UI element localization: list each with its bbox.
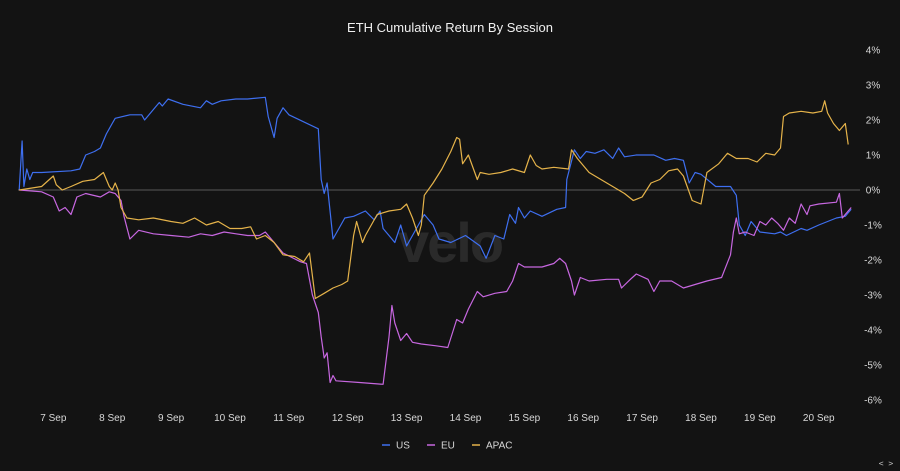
legend-label: EU (441, 441, 455, 452)
x-tick-label: 10 Sep (214, 413, 246, 424)
y-tick-label: -1% (864, 221, 882, 232)
y-tick-label: -3% (864, 291, 882, 302)
y-tick-label: 0% (866, 186, 881, 197)
x-tick-label: 19 Sep (744, 413, 776, 424)
series-line-eu (19, 189, 852, 385)
series-lines (18, 96, 852, 385)
x-tick-label: 9 Sep (158, 413, 185, 424)
legend-item-apac[interactable]: APAC (472, 441, 513, 452)
scroll-arrows-icon[interactable]: < > (879, 459, 894, 468)
x-axis-ticks: 7 Sep 8 Sep 9 Sep 10 Sep 11 Sep 12 Sep 13 Sep 1… (40, 413, 835, 424)
y-tick-label: 1% (866, 151, 881, 162)
legend-label: APAC (486, 441, 513, 452)
series-line-us (18, 96, 852, 259)
series-line-apac (19, 100, 849, 300)
legend-item-us[interactable]: US (382, 441, 410, 452)
y-tick-label: -5% (864, 361, 882, 372)
x-tick-label: 7 Sep (40, 413, 67, 424)
y-tick-label: 3% (866, 81, 881, 92)
chart-legend[interactable]: US EU APAC (382, 441, 513, 452)
x-tick-label: 13 Sep (391, 413, 423, 424)
y-tick-label: 4% (866, 46, 881, 57)
x-tick-label: 18 Sep (685, 413, 717, 424)
y-tick-label: -2% (864, 256, 882, 267)
x-tick-label: 20 Sep (803, 413, 835, 424)
y-tick-label: -4% (864, 326, 882, 337)
x-tick-label: 15 Sep (509, 413, 541, 424)
legend-item-eu[interactable]: EU (427, 441, 455, 452)
y-axis-ticks: 4% 3% 2% 1% 0% -1% -2% -3% -4% -5% -6% (864, 46, 882, 407)
x-tick-label: 16 Sep (567, 413, 599, 424)
x-tick-label: 12 Sep (332, 413, 364, 424)
x-tick-label: 17 Sep (626, 413, 658, 424)
x-tick-label: 11 Sep (273, 413, 304, 424)
x-tick-label: 14 Sep (450, 413, 482, 424)
legend-label: US (396, 441, 410, 452)
y-tick-label: -6% (864, 396, 882, 407)
chart-title: ETH Cumulative Return By Session (347, 20, 553, 35)
x-tick-label: 8 Sep (99, 413, 126, 424)
y-tick-label: 2% (866, 116, 881, 127)
